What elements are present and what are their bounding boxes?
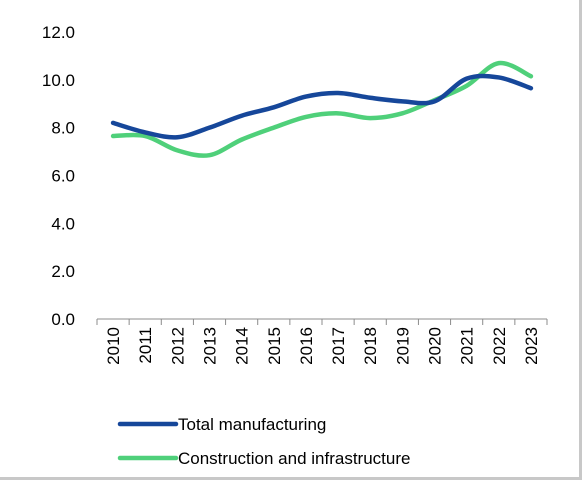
y-tick-label: 2.0 <box>51 262 75 281</box>
y-tick-label: 12.0 <box>42 23 75 42</box>
x-tick-label: 2011 <box>136 327 155 364</box>
x-tick-label: 2016 <box>297 327 316 365</box>
x-tick-label: 2021 <box>458 327 477 365</box>
legend-label: Construction and infrastructure <box>178 449 410 468</box>
x-tick-label: 2023 <box>522 327 541 365</box>
y-tick-label: 6.0 <box>51 167 75 186</box>
series-lines <box>110 60 534 158</box>
legend-label: Total manufacturing <box>178 415 326 434</box>
x-tick-label: 2018 <box>361 327 380 365</box>
x-tick-label: 2017 <box>329 327 348 365</box>
x-tick-label: 2019 <box>393 327 412 365</box>
y-tick-label: 0.0 <box>51 310 75 329</box>
x-tick-label: 2010 <box>104 327 123 365</box>
x-tick-label: 2014 <box>233 327 252 365</box>
x-tick-label: 2015 <box>265 327 284 365</box>
series-line-total-manufacturing <box>110 73 534 140</box>
legend: Total manufacturing Construction and infr… <box>117 415 410 468</box>
x-tick-label: 2022 <box>490 327 509 365</box>
y-tick-label: 4.0 <box>51 214 75 233</box>
x-tick-label: 2013 <box>201 327 220 365</box>
y-tick-label: 8.0 <box>51 119 75 138</box>
x-tick-label: 2020 <box>426 327 445 365</box>
x-tick-label: 2012 <box>168 327 187 365</box>
y-axis-ticks: 0.0 2.0 4.0 6.0 8.0 10.0 12.0 <box>42 23 75 329</box>
y-tick-label: 10.0 <box>42 71 75 90</box>
x-axis: 2010 2011 2012 2013 2014 2015 2016 2017 2018 2019… <box>96 318 548 365</box>
series-line-construction-infrastructure <box>110 60 534 158</box>
